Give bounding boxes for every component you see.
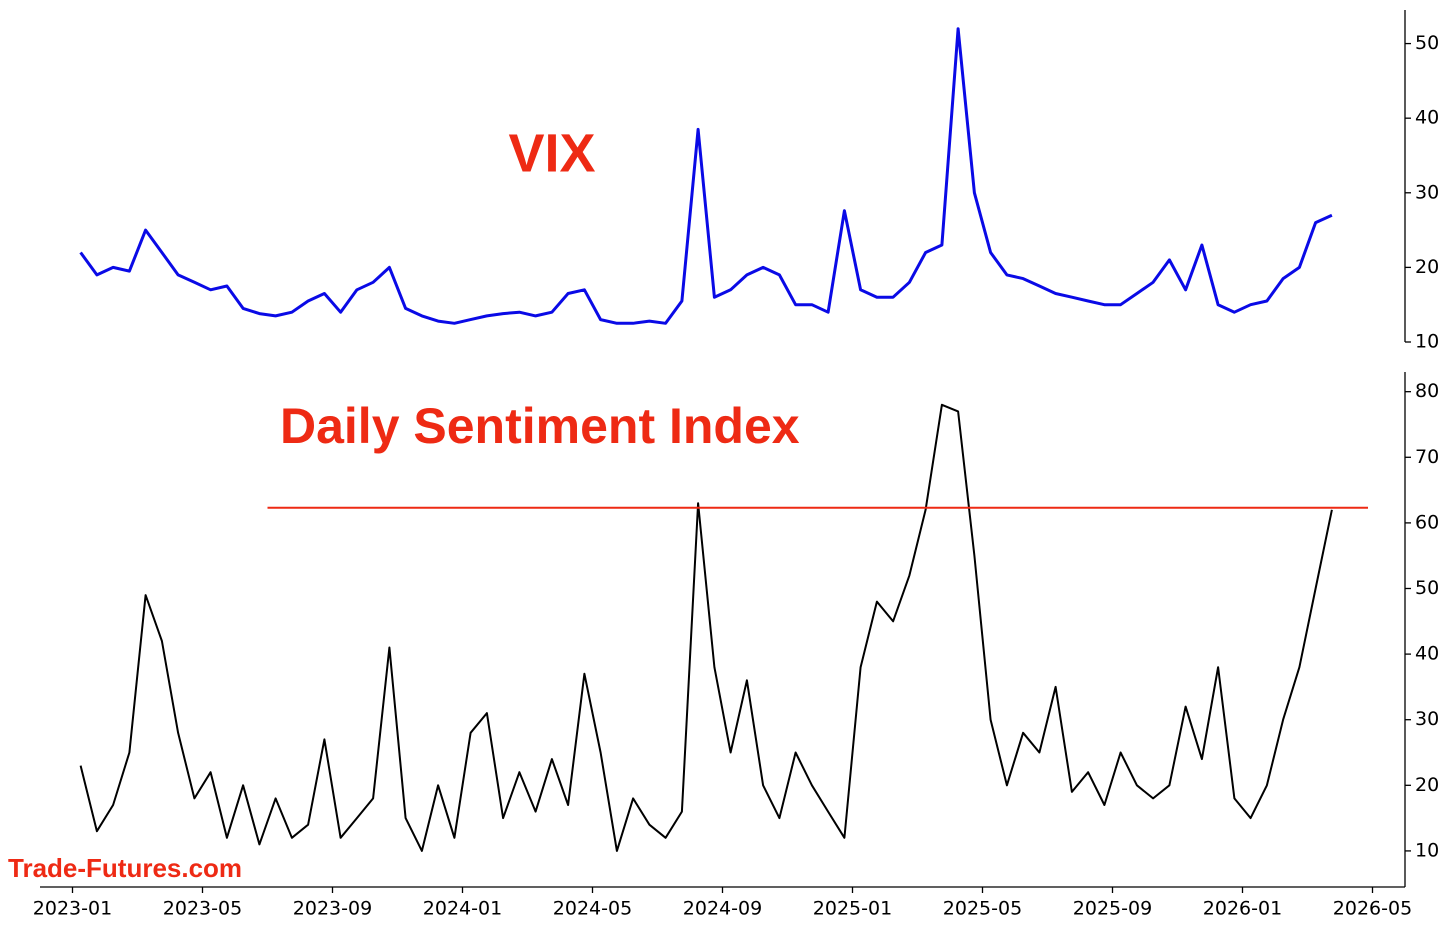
x-tick-label: 2023-09 bbox=[293, 898, 372, 920]
x-tick-label: 2025-05 bbox=[943, 898, 1022, 920]
y-tick-label: 50 bbox=[1415, 32, 1439, 54]
y-tick-label: 20 bbox=[1415, 774, 1439, 796]
x-tick-label: 2024-09 bbox=[683, 898, 762, 920]
y-tick-label: 30 bbox=[1415, 708, 1439, 730]
y-tick-label: 20 bbox=[1415, 256, 1439, 278]
y-tick-label: 40 bbox=[1415, 643, 1439, 665]
x-tick-label: 2025-01 bbox=[813, 898, 892, 920]
series-line bbox=[79, 403, 1333, 852]
y-tick-label: 50 bbox=[1415, 577, 1439, 599]
x-tick-label: 2026-01 bbox=[1203, 898, 1282, 920]
y-tick-label: 80 bbox=[1415, 380, 1439, 402]
x-tick-label: 2024-05 bbox=[553, 898, 632, 920]
y-tick-label: 60 bbox=[1415, 511, 1439, 533]
x-tick-label: 2026-05 bbox=[1333, 898, 1412, 920]
y-tick-label: 10 bbox=[1415, 331, 1439, 353]
x-tick-label: 2024-01 bbox=[423, 898, 502, 920]
x-tick-label: 2025-09 bbox=[1073, 898, 1152, 920]
source-label: Trade-Futures.com bbox=[8, 853, 242, 883]
series-label: VIX bbox=[508, 123, 595, 183]
x-tick-label: 2023-05 bbox=[163, 898, 242, 920]
series-line bbox=[79, 27, 1333, 325]
y-tick-label: 70 bbox=[1415, 446, 1439, 468]
y-tick-label: 40 bbox=[1415, 107, 1439, 129]
y-tick-label: 10 bbox=[1415, 839, 1439, 861]
y-tick-label: 30 bbox=[1415, 181, 1439, 203]
series-label: Daily Sentiment Index bbox=[280, 398, 800, 454]
x-tick-label: 2023-01 bbox=[33, 898, 112, 920]
